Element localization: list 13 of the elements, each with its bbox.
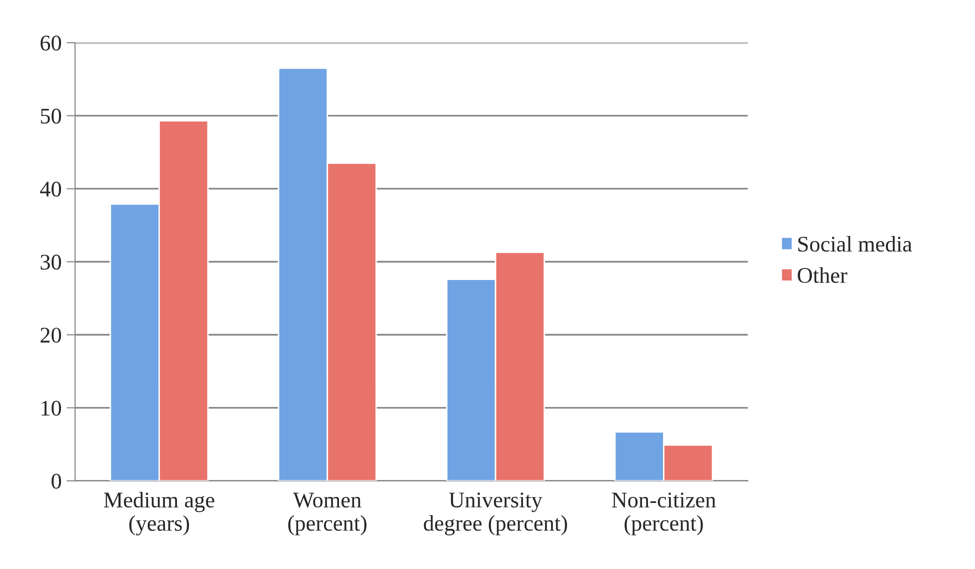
y-tick-label: 50 <box>40 108 62 124</box>
y-tick-label: 0 <box>52 474 62 489</box>
y-tick-label: 60 <box>40 36 62 51</box>
x-tick-label: Medium age (years) <box>104 492 214 536</box>
x-tick-label: University degree (percent) <box>424 492 568 536</box>
x-tick-label: Women (percent) <box>288 492 366 536</box>
x-tick-label: Non-citizen (percent) <box>612 492 716 536</box>
legend-label: Other <box>798 267 848 283</box>
y-tick-label: 30 <box>40 254 62 270</box>
y-tick-label: 10 <box>42 400 62 416</box>
y-tick-label: 20 <box>40 328 62 343</box>
legend-label: Social media <box>798 236 912 252</box>
y-tick-label: 40 <box>40 182 62 197</box>
